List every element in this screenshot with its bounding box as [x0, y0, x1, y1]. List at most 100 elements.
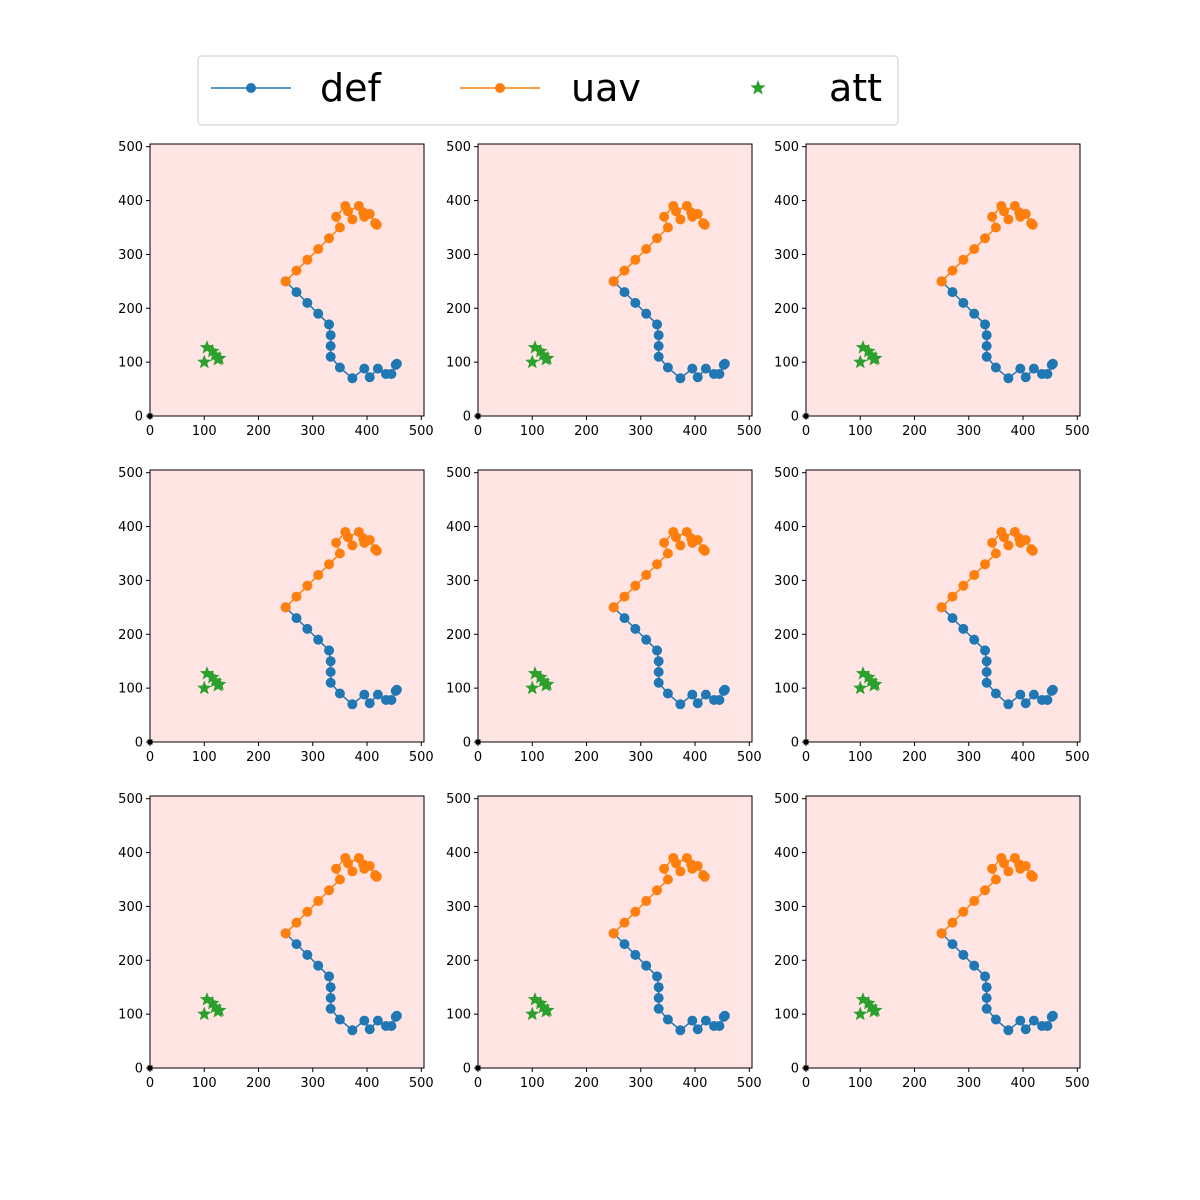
uav-point	[1020, 535, 1031, 546]
def-point	[291, 613, 302, 624]
uav-point	[1020, 861, 1031, 872]
att-point	[533, 669, 548, 684]
axes-frame	[805, 469, 1081, 743]
y-tick-label: 300	[446, 900, 471, 915]
def-point	[714, 1020, 725, 1031]
y-tick-label: 0	[791, 1062, 799, 1077]
y-tick-label: 200	[118, 628, 143, 643]
uav-point	[364, 535, 375, 546]
uav-point	[969, 896, 980, 907]
y-tick-label: 300	[774, 574, 799, 589]
uav-point	[659, 211, 670, 222]
att-point	[535, 347, 551, 362]
def-point	[692, 698, 703, 709]
def-point	[630, 297, 641, 308]
def-point	[641, 308, 652, 319]
def-point	[325, 340, 336, 351]
y-tick-label: 0	[463, 736, 471, 751]
att-point	[868, 676, 883, 691]
uav-point	[334, 222, 345, 233]
att-point	[533, 995, 548, 1010]
y-tick-label: 0	[791, 736, 799, 751]
legend-marker-def	[246, 83, 256, 93]
uav-point	[692, 209, 703, 220]
att-point	[861, 669, 876, 684]
x-tick-label: 300	[628, 1076, 653, 1091]
x-tick-label: 400	[1011, 750, 1036, 765]
def-point	[969, 960, 980, 971]
def-point	[652, 645, 663, 656]
y-tick-label: 0	[463, 1062, 471, 1077]
uav-point	[630, 906, 641, 917]
def-point	[675, 699, 686, 710]
x-tick-label: 400	[355, 1076, 380, 1091]
y-tick-label: 400	[774, 846, 799, 861]
def-point	[947, 939, 958, 950]
y-tick-label: 400	[446, 520, 471, 535]
x-tick-label: 200	[246, 1076, 271, 1091]
att-point	[205, 995, 220, 1010]
att-point	[868, 350, 883, 365]
uav-point	[987, 211, 998, 222]
legend-entry-att: att	[750, 66, 882, 110]
def-point	[980, 645, 991, 656]
att-point	[540, 1002, 555, 1017]
def-point	[324, 319, 335, 330]
x-tick-label: 0	[474, 750, 482, 765]
x-tick-label: 100	[520, 750, 545, 765]
x-tick-label: 400	[683, 424, 708, 439]
uav-point	[958, 580, 969, 591]
def-point	[719, 1010, 730, 1021]
def-point	[325, 351, 336, 362]
def-point	[325, 330, 336, 341]
uav-point	[313, 244, 324, 255]
uav-point	[987, 537, 998, 548]
x-tick-label: 0	[146, 1076, 154, 1091]
x-tick-label: 500	[409, 424, 434, 439]
legend-label-att: att	[829, 66, 882, 110]
uav-point	[958, 906, 969, 917]
att-point	[212, 676, 227, 691]
uav-point	[331, 211, 342, 222]
uav-point	[302, 580, 313, 591]
uav-point	[671, 206, 682, 217]
uav-point	[302, 254, 313, 265]
uav-point	[1020, 209, 1031, 220]
uav-point	[371, 545, 382, 556]
uav-point	[699, 871, 710, 882]
att-point	[863, 673, 879, 688]
def-point	[675, 373, 686, 384]
x-tick-label: 500	[1065, 750, 1090, 765]
uav-point	[343, 532, 354, 543]
x-tick-label: 200	[902, 1076, 927, 1091]
y-tick-label: 100	[774, 356, 799, 371]
def-point	[364, 1024, 375, 1035]
def-point	[1020, 698, 1031, 709]
uav-point	[662, 222, 673, 233]
def-point	[947, 287, 958, 298]
att-point	[861, 343, 876, 358]
def-point	[1042, 694, 1053, 705]
uav-point	[652, 559, 663, 570]
def-point	[990, 688, 1001, 699]
y-tick-label: 500	[446, 140, 471, 155]
def-point	[981, 1003, 992, 1014]
def-point	[981, 340, 992, 351]
def-point	[958, 297, 969, 308]
x-tick-label: 200	[246, 750, 271, 765]
att-point	[527, 340, 543, 354]
y-tick-label: 100	[118, 356, 143, 371]
y-tick-label: 400	[118, 846, 143, 861]
def-point	[391, 1010, 402, 1021]
def-point	[719, 684, 730, 695]
y-tick-label: 0	[135, 410, 143, 425]
y-tick-label: 100	[118, 682, 143, 697]
att-point	[197, 354, 212, 369]
x-tick-label: 200	[574, 424, 599, 439]
def-point	[619, 939, 630, 950]
y-tick-label: 100	[446, 356, 471, 371]
panel-8: 00 100 100 200 200 300 300 400 400 500 500	[446, 792, 762, 1091]
att-point	[540, 350, 555, 365]
att-point	[540, 676, 555, 691]
